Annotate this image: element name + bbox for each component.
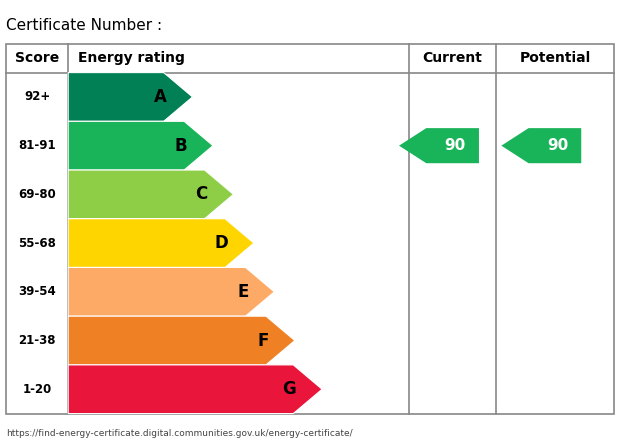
Polygon shape — [399, 128, 479, 163]
Text: 39-54: 39-54 — [19, 285, 56, 298]
Text: 92+: 92+ — [24, 91, 50, 103]
Polygon shape — [68, 170, 233, 219]
Text: https://find-energy-certificate.digital.communities.gov.uk/energy-certificate/: https://find-energy-certificate.digital.… — [6, 429, 353, 438]
Text: 55-68: 55-68 — [18, 237, 56, 249]
Text: D: D — [214, 234, 228, 252]
Text: E: E — [237, 283, 249, 301]
Text: B: B — [174, 137, 187, 155]
Bar — [6, 44, 614, 414]
Text: 90: 90 — [445, 138, 466, 153]
Text: Score: Score — [15, 51, 60, 65]
Text: 1-20: 1-20 — [22, 383, 52, 396]
Text: F: F — [257, 331, 269, 349]
Text: G: G — [282, 380, 296, 398]
Text: Potential: Potential — [520, 51, 590, 65]
Text: A: A — [154, 88, 167, 106]
Text: 21-38: 21-38 — [19, 334, 56, 347]
Text: C: C — [195, 185, 208, 203]
Text: Current: Current — [423, 51, 482, 65]
Text: 69-80: 69-80 — [19, 188, 56, 201]
Polygon shape — [502, 128, 582, 163]
Text: Certificate Number :: Certificate Number : — [6, 18, 162, 33]
Polygon shape — [68, 73, 192, 121]
Text: 81-91: 81-91 — [19, 139, 56, 152]
Polygon shape — [68, 316, 295, 365]
Polygon shape — [68, 365, 322, 414]
Text: 90: 90 — [547, 138, 569, 153]
Text: Energy rating: Energy rating — [78, 51, 184, 65]
Polygon shape — [68, 121, 213, 170]
Polygon shape — [68, 219, 254, 268]
Polygon shape — [68, 268, 275, 316]
